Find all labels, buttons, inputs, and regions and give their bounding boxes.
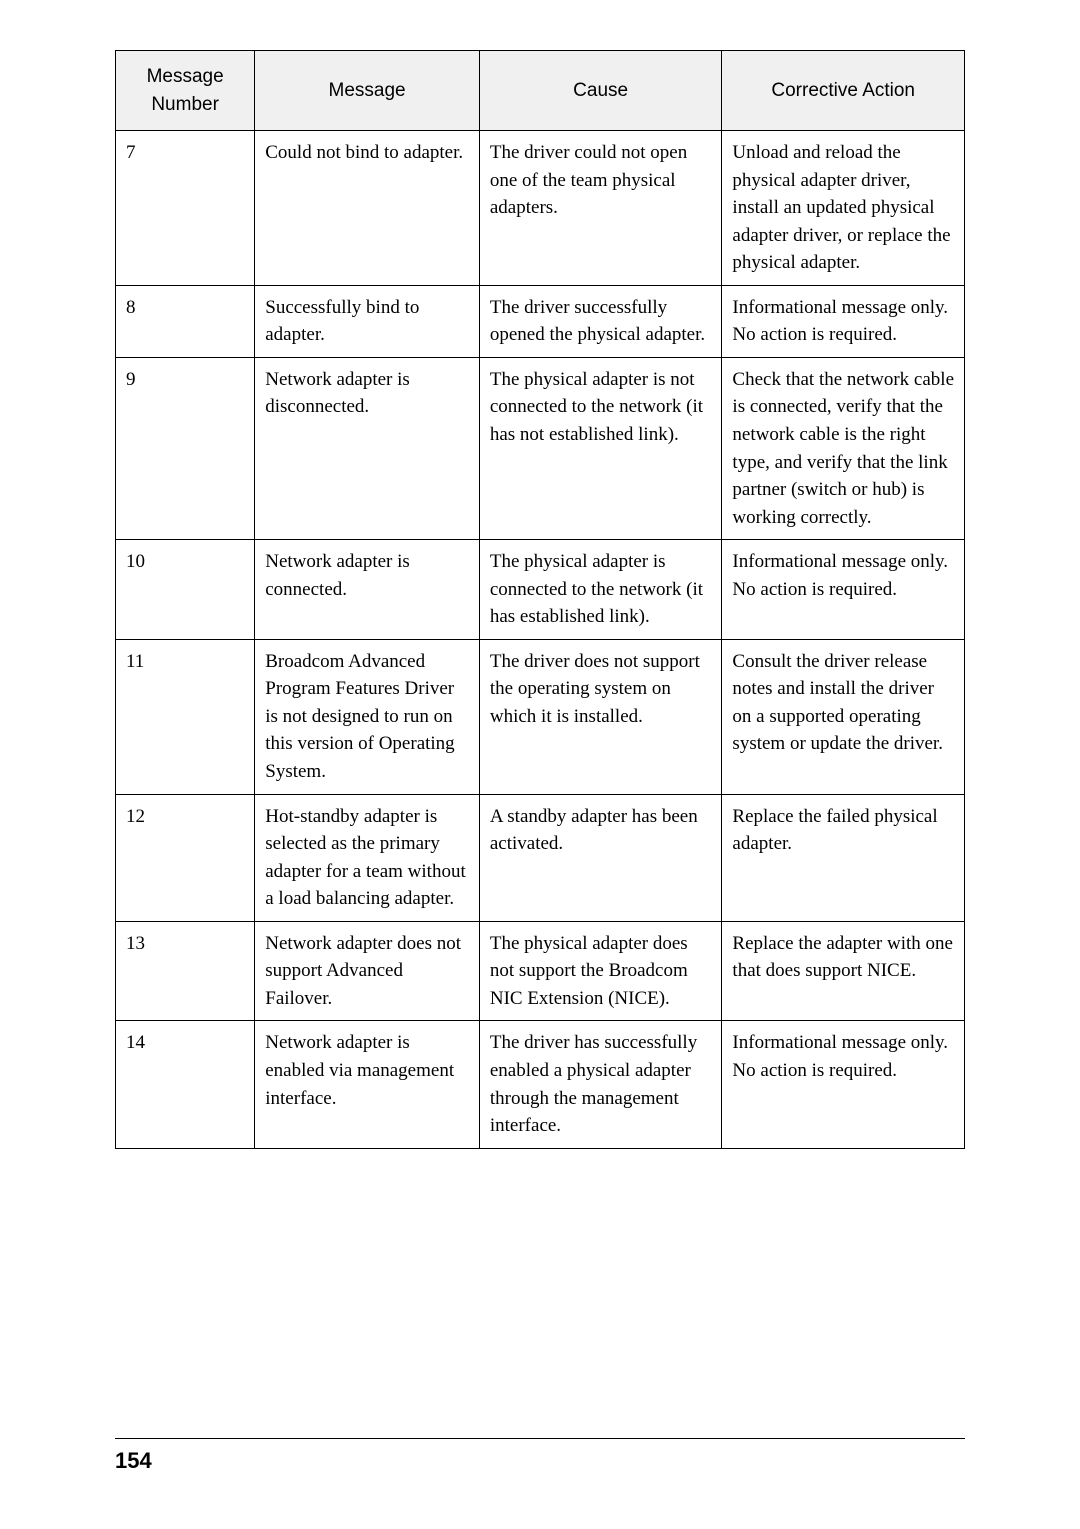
- cell-number: 14: [116, 1021, 255, 1148]
- cell-number: 8: [116, 285, 255, 357]
- cell-cause: The physical adapter is not connected to…: [479, 357, 722, 539]
- table-row: 7 Could not bind to adapter. The driver …: [116, 131, 965, 286]
- col-header-message: Message: [255, 51, 480, 131]
- cell-message: Network adapter is enabled via managemen…: [255, 1021, 480, 1148]
- cell-number: 13: [116, 921, 255, 1021]
- cell-cause: The driver could not open one of the tea…: [479, 131, 722, 286]
- cell-action: Replace the failed physical adapter.: [722, 794, 965, 921]
- cell-action: Consult the driver release notes and ins…: [722, 639, 965, 794]
- table-row: 10 Network adapter is connected. The phy…: [116, 540, 965, 640]
- cell-number: 10: [116, 540, 255, 640]
- table-row: 9 Network adapter is disconnected. The p…: [116, 357, 965, 539]
- cell-action: Replace the adapter with one that does s…: [722, 921, 965, 1021]
- cell-cause: The driver does not support the operatin…: [479, 639, 722, 794]
- cell-cause: The driver successfully opened the physi…: [479, 285, 722, 357]
- cell-action: Informational message only.No action is …: [722, 285, 965, 357]
- table-row: 12 Hot-standby adapter is selected as th…: [116, 794, 965, 921]
- table-row: 14 Network adapter is enabled via manage…: [116, 1021, 965, 1148]
- cell-number: 12: [116, 794, 255, 921]
- footer-divider: [115, 1438, 965, 1439]
- table-body: 7 Could not bind to adapter. The driver …: [116, 131, 965, 1149]
- col-header-cause: Cause: [479, 51, 722, 131]
- cell-cause: The physical adapter does not support th…: [479, 921, 722, 1021]
- table-header-row: Message Number Message Cause Corrective …: [116, 51, 965, 131]
- cell-message: Could not bind to adapter.: [255, 131, 480, 286]
- col-header-action: Corrective Action: [722, 51, 965, 131]
- cell-cause: A standby adapter has been activated.: [479, 794, 722, 921]
- cell-action: Check that the network cable is connecte…: [722, 357, 965, 539]
- cell-cause: The physical adapter is connected to the…: [479, 540, 722, 640]
- cell-action: Unload and reload the physical adapter d…: [722, 131, 965, 286]
- cell-cause: The driver has successfully enabled a ph…: [479, 1021, 722, 1148]
- cell-number: 11: [116, 639, 255, 794]
- cell-action: Informational message only.No action is …: [722, 540, 965, 640]
- cell-message: Network adapter does not support Advance…: [255, 921, 480, 1021]
- cell-number: 9: [116, 357, 255, 539]
- col-header-number: Message Number: [116, 51, 255, 131]
- cell-message: Successfully bind to adapter.: [255, 285, 480, 357]
- cell-action: Informational message only.No action is …: [722, 1021, 965, 1148]
- cell-message: Network adapter is disconnected.: [255, 357, 480, 539]
- page-number: 154: [115, 1448, 152, 1474]
- cell-number: 7: [116, 131, 255, 286]
- table-row: 8 Successfully bind to adapter. The driv…: [116, 285, 965, 357]
- cell-message: Broadcom Advanced Program Features Drive…: [255, 639, 480, 794]
- message-table: Message Number Message Cause Corrective …: [115, 50, 965, 1149]
- cell-message: Network adapter is connected.: [255, 540, 480, 640]
- cell-message: Hot-standby adapter is selected as the p…: [255, 794, 480, 921]
- table-row: 11 Broadcom Advanced Program Features Dr…: [116, 639, 965, 794]
- table-row: 13 Network adapter does not support Adva…: [116, 921, 965, 1021]
